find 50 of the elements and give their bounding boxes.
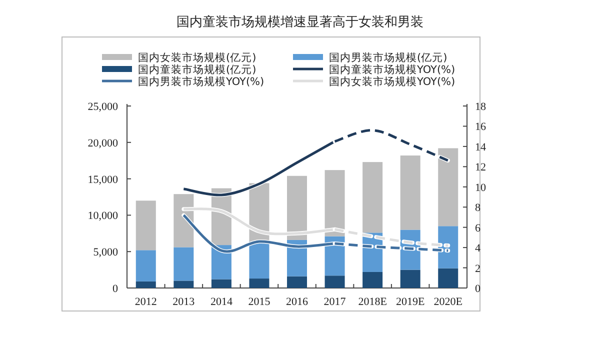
legend-label: 国内童装市场规模(亿元) bbox=[138, 63, 256, 76]
x-tick-label: 2016 bbox=[286, 296, 308, 308]
bar bbox=[136, 200, 156, 250]
bar bbox=[136, 281, 156, 288]
x-tick-label: 2015 bbox=[248, 296, 271, 308]
x-tick-label: 2019E bbox=[396, 296, 425, 308]
y-tick-label: 15,000 bbox=[88, 174, 118, 186]
bar bbox=[136, 250, 156, 282]
bar bbox=[438, 268, 458, 288]
y2-tick-label: 6 bbox=[475, 222, 481, 234]
bar bbox=[362, 272, 383, 288]
bar bbox=[400, 270, 420, 288]
bar bbox=[287, 176, 307, 240]
bar bbox=[362, 162, 383, 233]
y2-tick-label: 4 bbox=[475, 242, 481, 255]
bar bbox=[249, 241, 270, 279]
x-tick-label: 2012 bbox=[134, 296, 157, 308]
y2-tick-label: 12 bbox=[475, 162, 486, 174]
y2-tick-label: 10 bbox=[475, 182, 486, 194]
bar bbox=[174, 247, 194, 281]
y-tick-label: 20,000 bbox=[88, 137, 118, 150]
x-tick-label: 2014 bbox=[210, 296, 233, 308]
bar bbox=[211, 279, 232, 288]
y2-tick-label: 2 bbox=[475, 262, 480, 275]
y-tick-label: 25,000 bbox=[88, 101, 118, 113]
bar bbox=[287, 276, 307, 288]
bar bbox=[438, 148, 458, 226]
chart-title: 国内童装市场规模增速显著高于女装和男装 bbox=[176, 14, 424, 30]
legend-label: 国内男装市场规模(亿元) bbox=[329, 51, 448, 64]
legend-label: 国内童装市场规模YOY(%) bbox=[329, 63, 456, 76]
y2-tick-label: 18 bbox=[475, 101, 486, 113]
x-tick-label: 2013 bbox=[172, 296, 196, 308]
bar bbox=[400, 156, 420, 230]
y-tick-label: 5,000 bbox=[93, 246, 118, 259]
bar bbox=[174, 280, 194, 288]
legend-label: 国内女装市场规模(亿元) bbox=[138, 51, 256, 64]
y-tick-label: 10,000 bbox=[88, 210, 118, 222]
x-tick-label: 2018E bbox=[358, 296, 388, 308]
x-tick-label: 2017 bbox=[324, 296, 346, 308]
y2-tick-label: 16 bbox=[475, 121, 486, 134]
legend-label: 国内女装市场规模YOY(%) bbox=[329, 75, 456, 88]
bar bbox=[249, 278, 270, 288]
bar bbox=[324, 276, 345, 288]
bar bbox=[324, 170, 345, 236]
y2-tick-label: 14 bbox=[475, 141, 486, 154]
x-tick-label: 2020E bbox=[434, 296, 463, 308]
y2-tick-label: 0 bbox=[475, 283, 481, 295]
y-tick-label: 0 bbox=[112, 283, 118, 295]
legend-label: 国内男装市场规模YOY(%) bbox=[138, 75, 264, 88]
y2-tick-label: 8 bbox=[475, 202, 481, 214]
